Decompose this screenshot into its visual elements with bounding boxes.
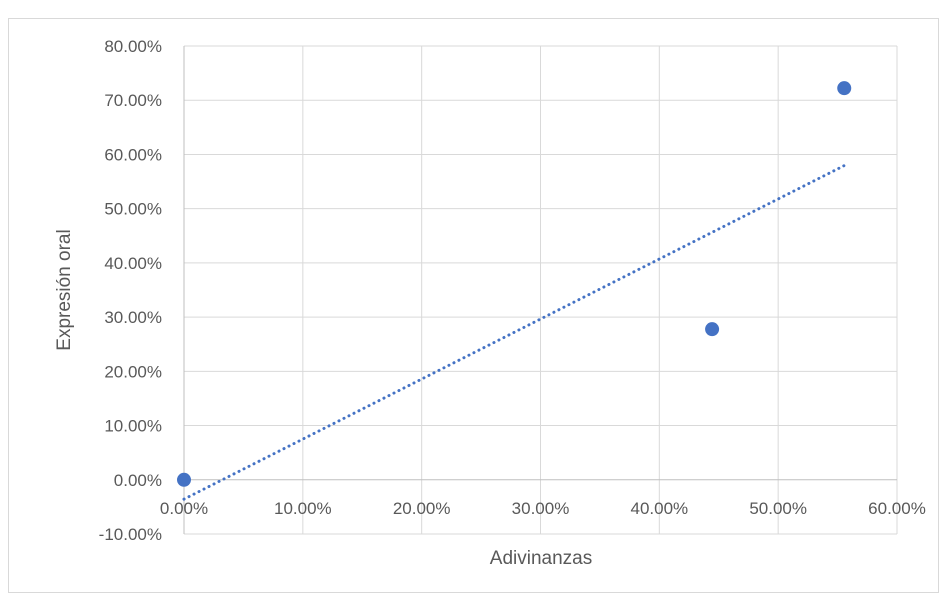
y-tick-label: 10.00% — [104, 417, 162, 436]
x-tick-label: 10.00% — [274, 499, 332, 518]
x-tick-label: 30.00% — [512, 499, 570, 518]
y-tick-label: -10.00% — [99, 525, 162, 544]
y-tick-label: 20.00% — [104, 362, 162, 381]
y-tick-label: 0.00% — [114, 471, 162, 490]
x-tick-label: 0.00% — [160, 499, 208, 518]
x-tick-label: 50.00% — [749, 499, 807, 518]
data-points — [177, 81, 852, 487]
y-axis-title: Expresión oral — [54, 229, 75, 350]
y-tick-label: 30.00% — [104, 308, 162, 327]
data-point — [837, 81, 852, 96]
data-point — [705, 322, 720, 337]
gridlines — [184, 45, 898, 535]
y-tick-label: 40.00% — [104, 254, 162, 273]
y-tick-label: 80.00% — [104, 37, 162, 56]
trendline-group — [182, 164, 846, 501]
x-tick-label: 60.00% — [868, 499, 926, 518]
axes — [183, 46, 897, 534]
y-tick-label: 60.00% — [104, 145, 162, 164]
x-tick-label: 40.00% — [630, 499, 688, 518]
x-axis-title: Adivinanzas — [490, 548, 592, 569]
data-point — [177, 472, 191, 487]
chart-area — [8, 18, 939, 593]
tick-labels: -10.00% 0.00% 10.00% 20.00% 30.00% 40.00% 50.0… — [99, 37, 926, 544]
y-tick-label: 70.00% — [104, 91, 162, 110]
trendline — [182, 164, 846, 501]
x-tick-label: 20.00% — [393, 499, 451, 518]
y-tick-label: 50.00% — [104, 200, 162, 219]
